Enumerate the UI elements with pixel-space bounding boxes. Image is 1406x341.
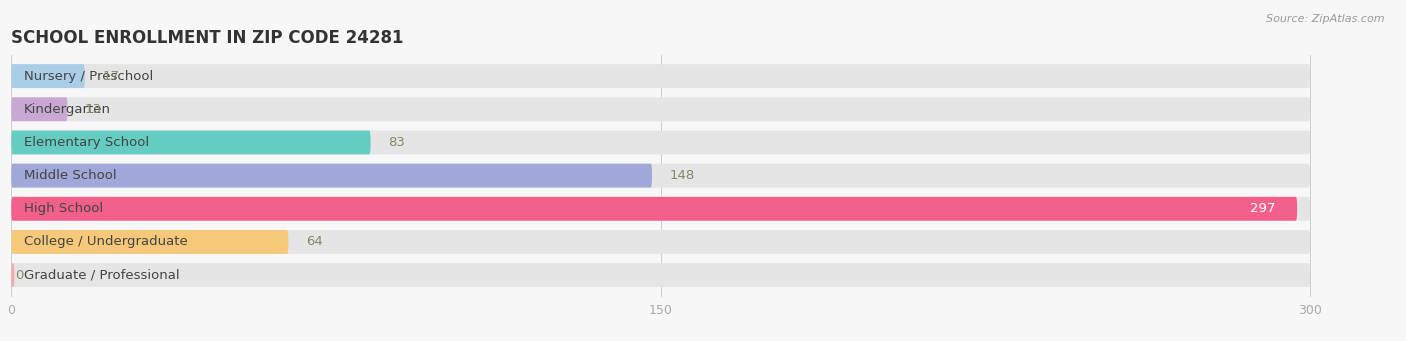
FancyBboxPatch shape [11, 230, 1310, 254]
Text: Elementary School: Elementary School [24, 136, 149, 149]
FancyBboxPatch shape [11, 197, 1310, 221]
Text: Middle School: Middle School [24, 169, 117, 182]
Text: 83: 83 [388, 136, 405, 149]
Text: 13: 13 [84, 103, 101, 116]
FancyBboxPatch shape [11, 97, 1310, 121]
Text: Nursery / Preschool: Nursery / Preschool [24, 70, 153, 83]
Text: Kindergarten: Kindergarten [24, 103, 111, 116]
Text: Graduate / Professional: Graduate / Professional [24, 269, 180, 282]
FancyBboxPatch shape [11, 263, 1310, 287]
Text: 64: 64 [305, 235, 322, 249]
FancyBboxPatch shape [11, 263, 14, 287]
Text: 17: 17 [103, 70, 120, 83]
Text: 0: 0 [15, 269, 24, 282]
Text: SCHOOL ENROLLMENT IN ZIP CODE 24281: SCHOOL ENROLLMENT IN ZIP CODE 24281 [11, 29, 404, 47]
FancyBboxPatch shape [11, 164, 652, 188]
FancyBboxPatch shape [11, 64, 84, 88]
Text: High School: High School [24, 202, 104, 215]
Text: 148: 148 [669, 169, 695, 182]
FancyBboxPatch shape [11, 64, 1310, 88]
FancyBboxPatch shape [11, 230, 288, 254]
Text: 297: 297 [1250, 202, 1275, 215]
FancyBboxPatch shape [11, 197, 1298, 221]
FancyBboxPatch shape [11, 97, 67, 121]
Text: Source: ZipAtlas.com: Source: ZipAtlas.com [1267, 14, 1385, 24]
FancyBboxPatch shape [11, 131, 1310, 154]
FancyBboxPatch shape [11, 131, 371, 154]
FancyBboxPatch shape [11, 164, 1310, 188]
Text: College / Undergraduate: College / Undergraduate [24, 235, 188, 249]
